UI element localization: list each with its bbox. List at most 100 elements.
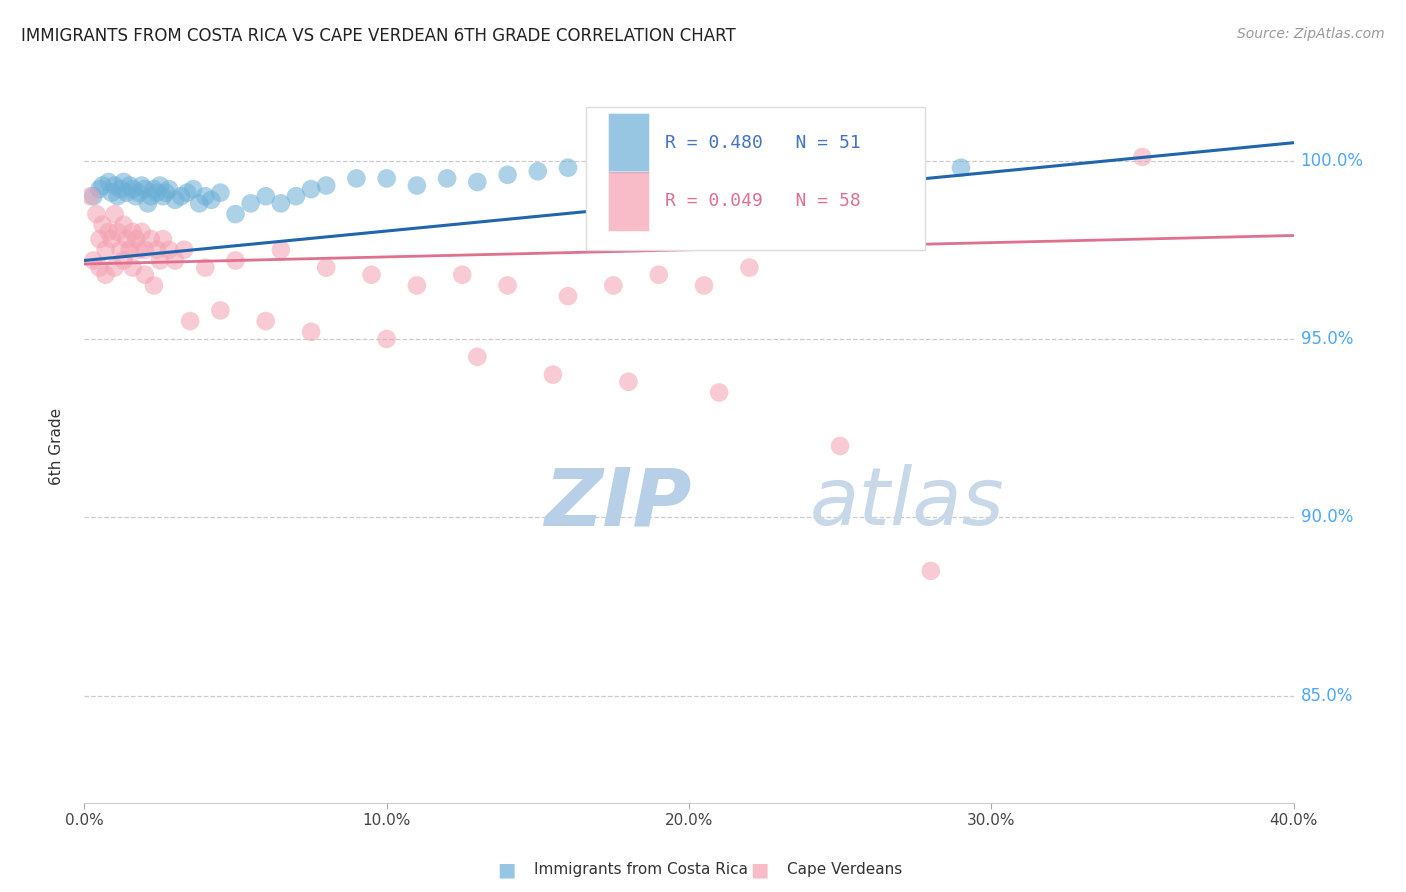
Point	[128, 186, 150, 200]
Point	[299, 182, 322, 196]
Point	[157, 243, 180, 257]
Point	[194, 260, 217, 275]
Point	[467, 175, 489, 189]
Point	[115, 186, 138, 200]
Point	[181, 182, 204, 196]
Point	[270, 243, 292, 257]
Point	[121, 260, 143, 275]
Point	[179, 314, 201, 328]
Point	[200, 193, 222, 207]
Point	[118, 178, 141, 193]
Point	[254, 189, 277, 203]
Text: ■: ■	[749, 860, 769, 880]
Point	[131, 225, 153, 239]
Y-axis label: 6th Grade: 6th Grade	[49, 408, 63, 484]
Point	[104, 207, 127, 221]
Point	[451, 268, 474, 282]
Point	[146, 186, 169, 200]
Point	[346, 171, 368, 186]
Point	[149, 178, 172, 193]
Point	[82, 253, 104, 268]
Point	[97, 175, 120, 189]
Point	[155, 186, 177, 200]
Text: R = 0.480   N = 51: R = 0.480 N = 51	[665, 134, 860, 152]
FancyBboxPatch shape	[607, 171, 650, 231]
Text: ZIP: ZIP	[544, 464, 692, 542]
Point	[149, 253, 172, 268]
Point	[406, 278, 429, 293]
Point	[165, 253, 187, 268]
Point	[104, 260, 127, 275]
Point	[254, 314, 277, 328]
Point	[110, 243, 132, 257]
Point	[157, 182, 180, 196]
Point	[139, 189, 162, 203]
Point	[1130, 150, 1153, 164]
Text: IMMIGRANTS FROM COSTA RICA VS CAPE VERDEAN 6TH GRADE CORRELATION CHART: IMMIGRANTS FROM COSTA RICA VS CAPE VERDE…	[21, 27, 735, 45]
Point	[79, 189, 101, 203]
Text: Immigrants from Costa Rica: Immigrants from Costa Rica	[534, 863, 748, 877]
Point	[100, 186, 122, 200]
Point	[146, 243, 169, 257]
Point	[173, 243, 195, 257]
Point	[950, 161, 973, 175]
Point	[125, 189, 148, 203]
FancyBboxPatch shape	[607, 113, 650, 173]
Point	[315, 178, 337, 193]
Point	[436, 171, 458, 186]
Point	[152, 189, 174, 203]
Point	[176, 186, 198, 200]
Point	[104, 178, 127, 193]
Point	[94, 268, 117, 282]
Point	[107, 225, 129, 239]
Text: 100.0%: 100.0%	[1301, 152, 1364, 169]
Point	[709, 385, 731, 400]
Point	[118, 243, 141, 257]
Point	[188, 196, 211, 211]
Point	[142, 182, 165, 196]
Point	[375, 332, 398, 346]
Point	[375, 171, 398, 186]
Point	[693, 278, 716, 293]
Point	[112, 175, 135, 189]
Point	[830, 439, 852, 453]
Point	[633, 153, 655, 168]
Point	[128, 243, 150, 257]
Point	[107, 189, 129, 203]
Text: 90.0%: 90.0%	[1301, 508, 1353, 526]
Point	[602, 153, 624, 168]
Point	[541, 368, 564, 382]
Point	[125, 232, 148, 246]
Point	[209, 186, 232, 200]
Text: Source: ZipAtlas.com: Source: ZipAtlas.com	[1237, 27, 1385, 41]
Point	[97, 225, 120, 239]
Point	[136, 196, 159, 211]
Point	[738, 260, 761, 275]
Point	[142, 278, 165, 293]
Point	[134, 268, 156, 282]
Text: ■: ■	[496, 860, 516, 880]
Point	[830, 150, 852, 164]
Point	[89, 260, 111, 275]
Point	[239, 196, 262, 211]
Point	[100, 232, 122, 246]
Point	[602, 278, 624, 293]
FancyBboxPatch shape	[586, 107, 925, 250]
Point	[91, 178, 114, 193]
Point	[406, 178, 429, 193]
Point	[647, 268, 671, 282]
Point	[920, 564, 942, 578]
Point	[527, 164, 550, 178]
Point	[170, 189, 193, 203]
Point	[360, 268, 382, 282]
Point	[152, 232, 174, 246]
Point	[209, 303, 232, 318]
Point	[165, 193, 187, 207]
Point	[270, 196, 292, 211]
Point	[496, 168, 519, 182]
Point	[115, 232, 138, 246]
Point	[299, 325, 322, 339]
Point	[315, 260, 337, 275]
Point	[131, 178, 153, 193]
Point	[617, 375, 640, 389]
